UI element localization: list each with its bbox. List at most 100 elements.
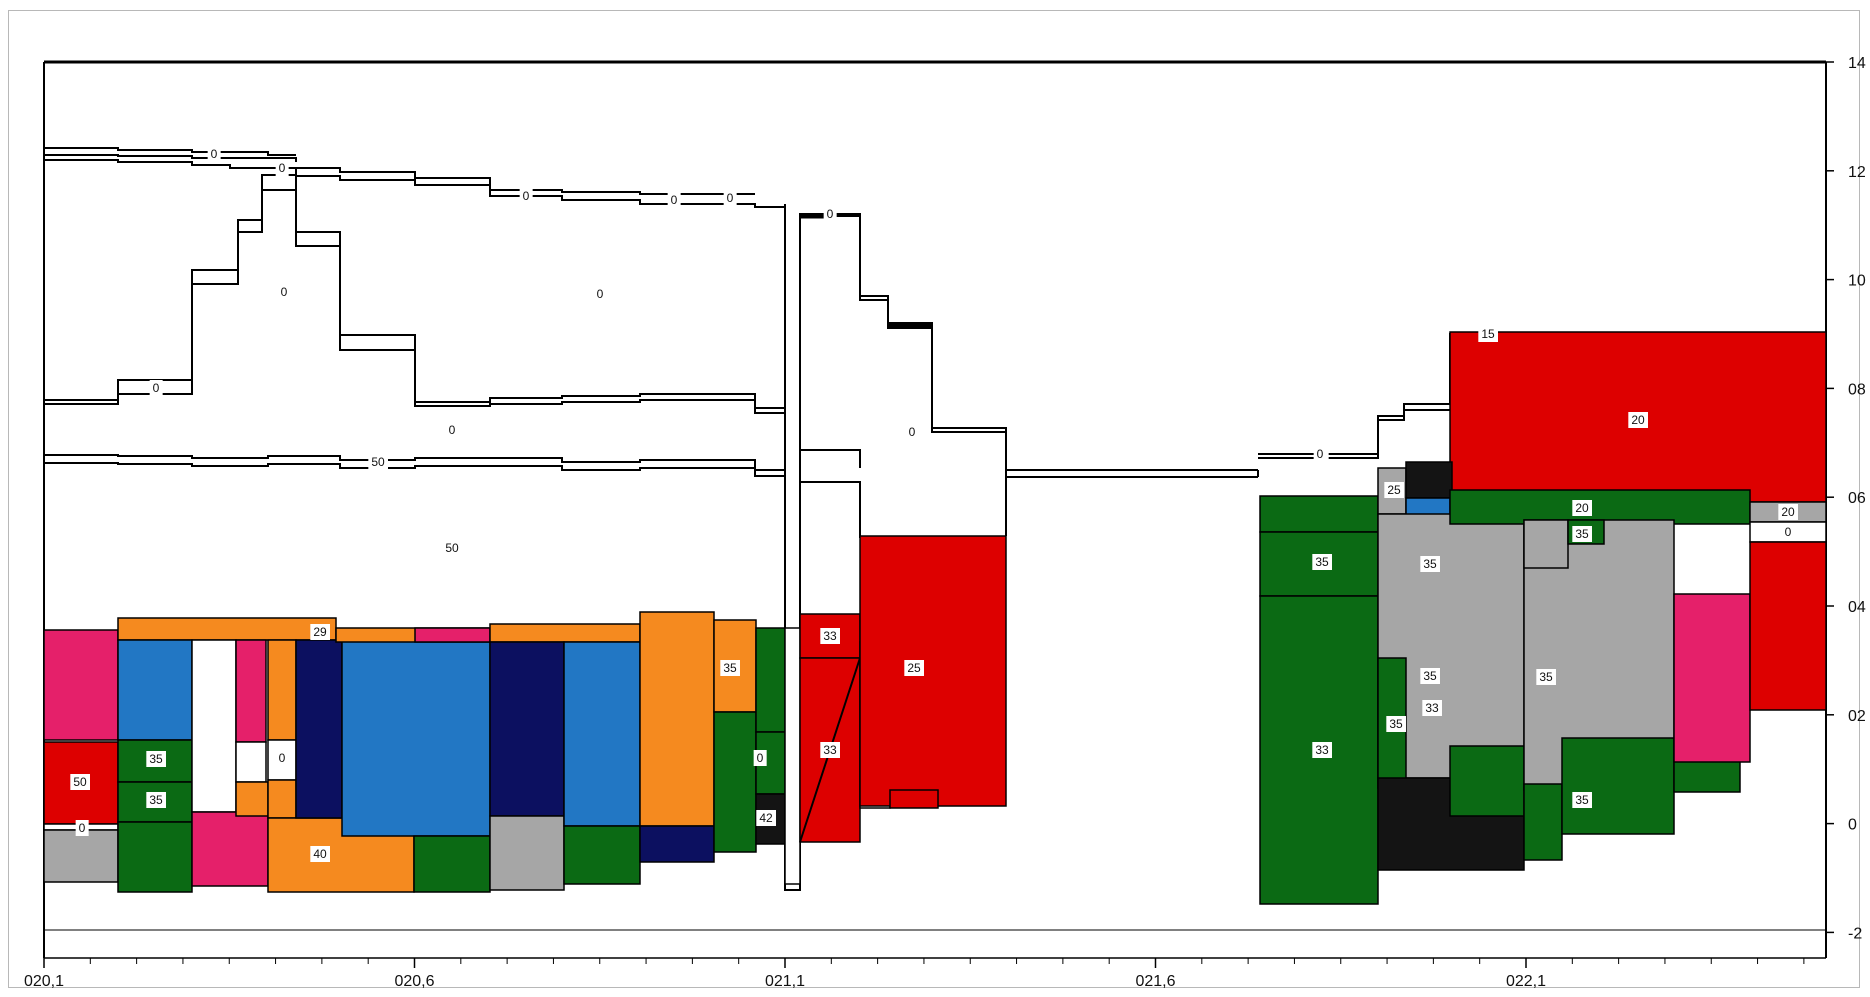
block-label-text: 29 [313, 625, 327, 639]
block-label-box [310, 624, 330, 640]
block-label-text: 0 [153, 381, 160, 395]
block-label: 25 [904, 660, 924, 676]
block-green-c [563, 825, 641, 885]
block-label: 40 [310, 846, 330, 862]
block-label-box [667, 192, 681, 208]
block-label-box [1312, 742, 1332, 758]
x-tick-label: 020,1 [24, 973, 64, 990]
block-white-thin [784, 627, 801, 885]
block-label-box [904, 660, 924, 676]
block-label-box [723, 190, 737, 206]
block-navy-b [489, 641, 565, 817]
block-label-box [1313, 446, 1327, 462]
block-label: 35 [1312, 554, 1332, 570]
layer-peak-inner [44, 189, 785, 409]
block-label: 0 [519, 188, 533, 204]
block-label: 0 [445, 422, 459, 438]
block-label: 50 [70, 774, 90, 790]
block-label-text: 35 [1575, 527, 1589, 541]
block-label-box [1628, 412, 1648, 428]
block-label: 0 [275, 160, 289, 176]
block-label: 0 [275, 750, 289, 766]
block-label-box [1384, 482, 1404, 498]
block-label-text: 50 [371, 455, 385, 469]
block-label-text: 35 [723, 661, 737, 675]
block-gray-small [1523, 519, 1569, 569]
block-label: 0 [1313, 446, 1327, 462]
block-label-text: 35 [1423, 669, 1437, 683]
block-label: 33 [820, 628, 840, 644]
block-blue-c [563, 641, 641, 827]
block-label-box [1420, 668, 1440, 684]
block-label: 0 [207, 146, 221, 162]
block-label-box [1781, 524, 1795, 540]
upper-right-profile [800, 213, 1007, 536]
block-label: 15 [1478, 326, 1498, 342]
block-green-b [413, 835, 491, 893]
block-white-col [191, 639, 237, 813]
block-label-box [1572, 526, 1592, 542]
block-pink-top [414, 627, 491, 643]
block-navy-a [295, 639, 343, 819]
y-tick-label: -2 [1848, 925, 1862, 942]
block-pink-c [235, 639, 267, 743]
block-green-g [1449, 745, 1525, 817]
block-label: 0 [1781, 524, 1795, 540]
block-label: 25 [1384, 482, 1404, 498]
block-label-text: 35 [1389, 717, 1403, 731]
block-label: 0 [75, 820, 89, 836]
x-tick-label: 020,6 [394, 973, 434, 990]
block-label: 0 [723, 190, 737, 206]
block-orange-top3 [489, 623, 641, 643]
block-label-text: 0 [827, 207, 834, 221]
mid-layer [800, 449, 861, 468]
block-label-box [905, 424, 919, 440]
block-label-text: 0 [909, 425, 916, 439]
block-label-box [1536, 669, 1556, 685]
diagram-frame [8, 10, 1860, 988]
block-label-text: 25 [907, 661, 921, 675]
x-tick-label: 022,1 [1506, 973, 1546, 990]
y-tick-label: 08 [1848, 381, 1866, 398]
block-label-text: 0 [1785, 525, 1792, 539]
block-label-text: 35 [1539, 670, 1553, 684]
layer-line-4 [296, 167, 755, 195]
block-label: 35 [146, 751, 166, 767]
block-label-text: 0 [671, 193, 678, 207]
block-label: 35 [720, 660, 740, 676]
block-label: 42 [756, 810, 776, 826]
block-label-box [1420, 556, 1440, 572]
block-label: 0 [593, 286, 607, 302]
block-label-text: 0 [597, 287, 604, 301]
block-label-text: 35 [149, 793, 163, 807]
block-label-text: 20 [1575, 501, 1589, 515]
block-label-text: 50 [73, 775, 87, 789]
block-red-e [1749, 541, 1827, 711]
block-label: 35 [1420, 556, 1440, 572]
block-label-text: 33 [823, 743, 837, 757]
block-label-box [445, 422, 459, 438]
y-tick-label: 10 [1848, 273, 1866, 290]
block-label-text: 20 [1631, 413, 1645, 427]
block-label-text: 20 [1781, 505, 1795, 519]
block-white-b [235, 741, 267, 783]
block-label: 20 [1628, 412, 1648, 428]
block-pink-d [1673, 593, 1751, 763]
block-label-text: 0 [281, 285, 288, 299]
block-label-text: 50 [445, 541, 459, 555]
block-label: 20 [1778, 504, 1798, 520]
block-green-35f [1523, 783, 1563, 861]
block-label-text: 35 [1315, 555, 1329, 569]
block-label-box [275, 750, 289, 766]
y-tick-label: 04 [1848, 599, 1866, 616]
y-tick-label: 02 [1848, 708, 1866, 725]
mid-layer-b [800, 481, 861, 538]
block-label-box [442, 540, 462, 556]
block-label-box [1572, 500, 1592, 516]
block-orange-top [117, 617, 337, 641]
block-label: 35 [1572, 792, 1592, 808]
block-label-box [593, 286, 607, 302]
block-label: 35 [1572, 526, 1592, 542]
block-label: 0 [905, 424, 919, 440]
block-label-text: 35 [1575, 793, 1589, 807]
